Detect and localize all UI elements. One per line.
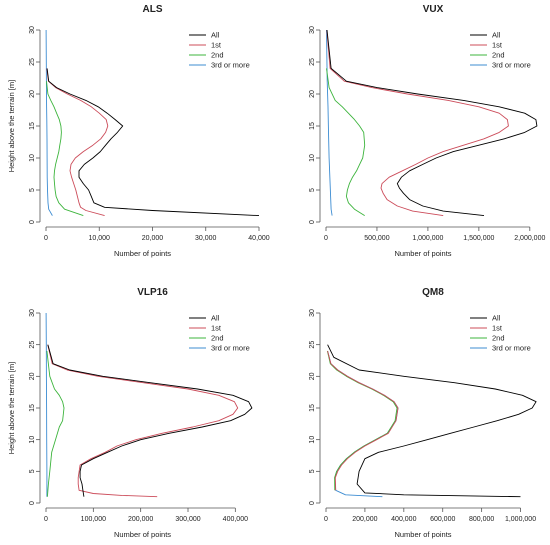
panel-3-x-tick-label: 600,000 xyxy=(430,516,455,523)
panel-3-y-tick-label: 10 xyxy=(309,436,316,444)
panel-0-x-tick-label: 0 xyxy=(44,235,48,242)
panel-3-x-tick-label: 400,000 xyxy=(391,516,416,523)
panel-0-x-axis-label: Number of points xyxy=(114,249,171,258)
panel-3-series-3rd-or-more xyxy=(327,350,399,498)
panel-3-series-1st xyxy=(327,350,399,491)
panel-1-legend-label: All xyxy=(492,31,501,40)
panel-2-x-tick-label: 200,000 xyxy=(128,516,153,523)
panel-1-series-3rd-or-more xyxy=(326,29,333,216)
panel-2-series-3rd-or-more xyxy=(45,312,48,497)
panel-2-legend-label: 1st xyxy=(211,324,222,333)
panel-2-y-tick-label: 10 xyxy=(29,436,36,444)
panel-1-y-tick-label: 30 xyxy=(309,26,316,34)
panel-1-series-all xyxy=(326,29,538,217)
panel-2-legend-label: All xyxy=(211,314,220,323)
panel-1-y-tick-label: 5 xyxy=(309,188,316,192)
panel-3-legend-label: 3rd or more xyxy=(492,344,531,353)
panel-0-x-tick-label: 20,000 xyxy=(142,235,164,242)
panel-2-y-tick-label: 25 xyxy=(29,341,36,349)
panel-0-x-tick-label: 30,000 xyxy=(195,235,217,242)
panel-2-series-1st xyxy=(47,344,239,498)
panel-2-x-tick-label: 100,000 xyxy=(81,516,106,523)
panel-3-series-2nd xyxy=(326,350,398,491)
chart-panel-vux: VUX 0 500,000 1,000,000 1,500,000 2,000,000 0 5… xyxy=(309,4,545,258)
panel-3-legend-label: 1st xyxy=(492,324,503,333)
panel-3-x-tick-label: 1,000,000 xyxy=(505,516,536,523)
panel-1-x-tick-label: 500,000 xyxy=(364,235,389,242)
panel-2-x-axis-label: Number of points xyxy=(114,530,171,539)
panel-3-y-tick-label: 0 xyxy=(309,501,316,505)
panel-0-y-tick-label: 0 xyxy=(29,220,36,224)
panel-1-y-tick-label: 25 xyxy=(309,58,316,66)
panel-1-x-tick-label: 1,500,000 xyxy=(463,235,494,242)
panel-0-series-2nd xyxy=(46,81,84,217)
panel-3-x-tick-label: 200,000 xyxy=(352,516,377,523)
panel-0-title: ALS xyxy=(143,4,163,15)
panel-2-y-tick-label: 5 xyxy=(29,469,36,473)
panel-0-y-tick-label: 20 xyxy=(29,90,36,98)
panel-3-y-tick-label: 25 xyxy=(309,341,316,349)
chart-panel-vlp16: VLP16 0 100,000 200,000 300,000 400,000 0 5 10 15… xyxy=(7,287,253,539)
panel-1-y-tick-label: 20 xyxy=(309,90,316,98)
panel-2-y-axis-label: Height above the terrain [m] xyxy=(7,362,16,455)
panel-3-title: QM8 xyxy=(422,287,444,298)
panel-2-y-tick-label: 20 xyxy=(29,372,36,380)
panel-2-x-tick-label: 300,000 xyxy=(175,516,200,523)
panel-0-legend-label: All xyxy=(211,31,220,40)
panel-0-x-tick-label: 40,000 xyxy=(248,235,270,242)
panel-1-series-2nd xyxy=(326,68,366,216)
panel-1-series-1st xyxy=(326,29,509,217)
panel-0-y-axis-label: Height above the terrain [m] xyxy=(7,80,16,173)
panel-3-y-tick-label: 20 xyxy=(309,372,316,380)
panel-2-x-tick-label: 400,000 xyxy=(223,516,248,523)
panel-0-series-1st xyxy=(46,68,109,217)
panel-0-legend-label: 3rd or more xyxy=(211,61,250,70)
panel-3-x-tick-label: 0 xyxy=(324,516,328,523)
panel-0-legend-label: 1st xyxy=(211,41,222,50)
panel-1-y-tick-label: 15 xyxy=(309,122,316,130)
panel-1-title: VUX xyxy=(423,4,444,15)
panel-0-series-3rd-or-more xyxy=(45,29,53,216)
panel-0-y-tick-label: 15 xyxy=(29,122,36,130)
panel-0-legend-label: 2nd xyxy=(211,51,224,60)
panel-1-x-tick-label: 1,000,000 xyxy=(412,235,443,242)
chart-panel-qm8: QM8 0 200,000 400,000 600,000 800,000 1,000,00… xyxy=(309,287,537,539)
panel-1-legend-label: 1st xyxy=(492,41,503,50)
panel-3-legend-label: All xyxy=(492,314,501,323)
panel-3-y-tick-label: 30 xyxy=(309,309,316,317)
panel-0-y-tick-label: 5 xyxy=(29,188,36,192)
panel-1-legend-label: 2nd xyxy=(492,51,505,60)
panel-2-series-all xyxy=(47,344,253,497)
panel-2-series-2nd xyxy=(46,350,65,497)
panel-1-x-tick-label: 0 xyxy=(324,235,328,242)
panel-0-x-tick-label: 10,000 xyxy=(89,235,111,242)
panel-1-legend-label: 3rd or more xyxy=(492,61,531,70)
panel-1-y-tick-label: 0 xyxy=(309,220,316,224)
panel-2-legend-label: 2nd xyxy=(211,334,224,343)
chart-panel-als: ALS 0 10,000 20,000 30,000 40,000 0 5 10 15 20 25 30… xyxy=(7,4,270,258)
panel-2-y-tick-label: 15 xyxy=(29,404,36,412)
panel-2-x-tick-label: 0 xyxy=(44,516,48,523)
panel-2-y-tick-label: 30 xyxy=(29,309,36,317)
panel-1-y-tick-label: 10 xyxy=(309,154,316,162)
panel-0-series-all xyxy=(46,68,260,217)
panel-2-y-tick-label: 0 xyxy=(29,501,36,505)
panel-1-x-axis-label: Number of points xyxy=(394,249,451,258)
panel-3-y-tick-label: 15 xyxy=(309,404,316,412)
panel-0-y-tick-label: 25 xyxy=(29,58,36,66)
panel-3-x-tick-label: 800,000 xyxy=(469,516,494,523)
panel-3-y-tick-label: 5 xyxy=(309,469,316,473)
panel-0-y-tick-label: 10 xyxy=(29,154,36,162)
panel-2-legend-label: 3rd or more xyxy=(211,344,250,353)
panel-3-series-all xyxy=(327,344,537,498)
panel-0-y-tick-label: 30 xyxy=(29,26,36,34)
panel-2-title: VLP16 xyxy=(137,287,168,298)
panel-3-x-axis-label: Number of points xyxy=(394,530,451,539)
panel-3-legend-label: 2nd xyxy=(492,334,505,343)
panel-1-x-tick-label: 2,000,000 xyxy=(514,235,545,242)
